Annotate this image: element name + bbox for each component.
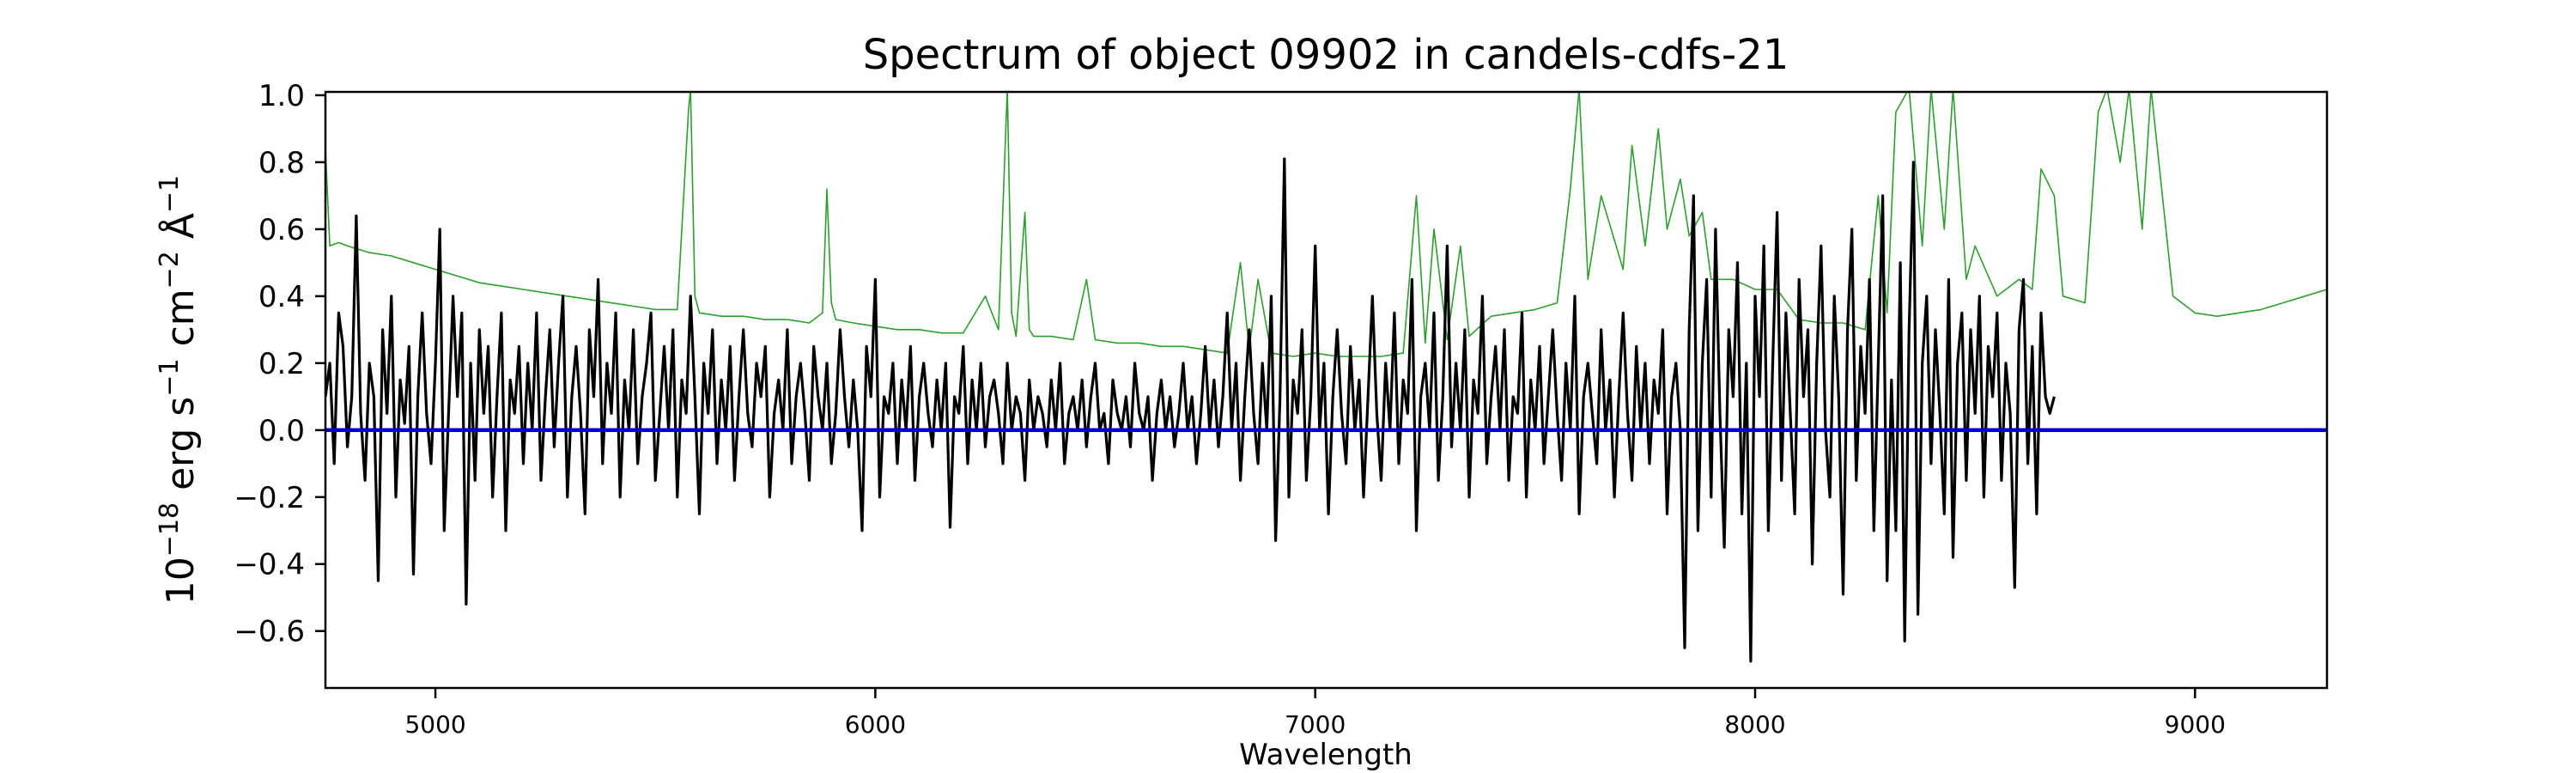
y-label-unit-3: Å: [157, 213, 203, 251]
y-axis-ticks: −0.6 −0.4 −0.2 0.0 0.2 0.4 0.6 0.8 1.0: [234, 79, 325, 649]
y-axis-label: 10−18 erg s−1 cm−2 Å−1: [155, 175, 203, 605]
y-label-exp-1: −18: [155, 502, 185, 557]
y-tick-label: −0.4: [234, 548, 305, 582]
x-axis-ticks: 5000 6000 7000 8000 9000: [404, 688, 2226, 739]
x-tick-label: 9000: [2165, 710, 2226, 739]
y-tick-label: −0.6: [234, 615, 305, 649]
x-tick-label: 6000: [845, 710, 906, 739]
y-tick-label: 0.0: [258, 414, 305, 448]
x-tick-label: 8000: [1724, 710, 1785, 739]
y-tick-label: 1.0: [258, 79, 305, 113]
y-label-unit-2: cm: [159, 289, 203, 358]
plot-frame: [324, 90, 2329, 690]
y-tick-label: 0.6: [258, 213, 305, 247]
y-label-exp-4: −1: [155, 175, 185, 213]
series-layer: [325, 92, 2327, 663]
y-label-base: 10: [159, 557, 203, 605]
y-tick-label: 0.8: [258, 146, 305, 180]
chart-title: Spectrum of object 09902 in candels-cdfs…: [863, 31, 1789, 79]
y-tick-label: 0.2: [258, 347, 305, 381]
y-tick-label: −0.2: [234, 481, 305, 515]
x-tick-label: 7000: [1285, 710, 1346, 739]
y-tick-label: 0.4: [258, 280, 305, 314]
y-label-exp-2: −1: [155, 358, 185, 396]
y-label-exp-3: −2: [155, 251, 185, 289]
x-tick-label: 5000: [404, 710, 465, 739]
series-line-flux: [325, 157, 2056, 663]
series-line-noise: [325, 92, 2327, 357]
y-label-unit-1: erg s: [159, 397, 203, 502]
x-axis-label: Wavelength: [1239, 738, 1413, 772]
